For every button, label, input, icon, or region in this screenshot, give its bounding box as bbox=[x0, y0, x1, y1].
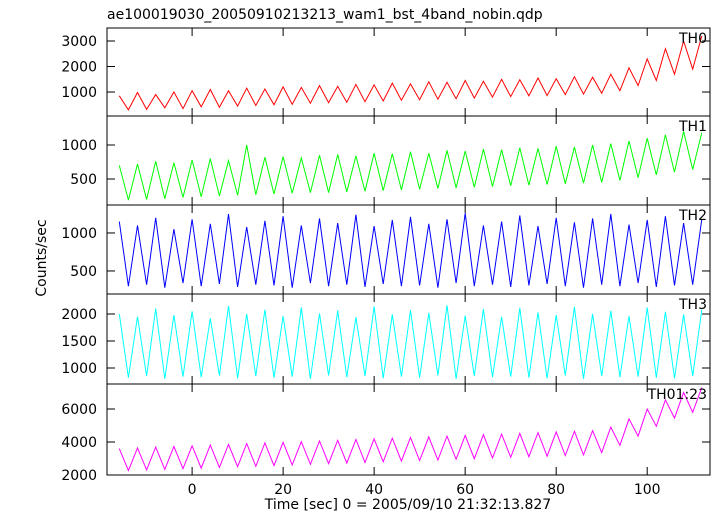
y-tick-label: 3000 bbox=[61, 34, 97, 50]
data-line bbox=[118, 131, 703, 201]
data-line bbox=[118, 35, 703, 111]
y-tick-label: 1000 bbox=[61, 85, 97, 101]
y-tick-label: 2000 bbox=[61, 468, 97, 484]
y-tick-label: 2000 bbox=[61, 60, 97, 76]
y-tick-label: 1500 bbox=[61, 334, 97, 350]
data-line bbox=[118, 387, 703, 472]
y-tick-label: 1000 bbox=[61, 138, 97, 154]
panel-label: TH2 bbox=[678, 208, 707, 224]
y-tick-label: 1000 bbox=[61, 361, 97, 377]
y-axis-label: Counts/sec bbox=[34, 219, 50, 296]
x-tick-label: 0 bbox=[188, 482, 197, 498]
x-tick-label: 60 bbox=[456, 482, 474, 498]
x-axis-label: Time [sec] 0 = 2005/09/10 21:32:13.827 bbox=[264, 497, 551, 513]
x-tick-label: 100 bbox=[634, 482, 661, 498]
panel-label: TH3 bbox=[678, 297, 707, 313]
x-tick-label: 80 bbox=[547, 482, 565, 498]
panel-label: TH01:23 bbox=[647, 387, 707, 403]
panel-label: TH0 bbox=[678, 31, 707, 47]
x-tick-label: 40 bbox=[365, 482, 383, 498]
panel-frame bbox=[106, 383, 711, 476]
y-tick-label: 500 bbox=[70, 172, 97, 188]
y-tick-label: 4000 bbox=[61, 435, 97, 451]
y-tick-label: 500 bbox=[70, 264, 97, 280]
chart-title: ae100019030_20050910213213_wam1_bst_4ban… bbox=[107, 7, 543, 23]
x-tick-label: 20 bbox=[274, 482, 292, 498]
data-line bbox=[118, 305, 703, 379]
data-line bbox=[118, 213, 703, 288]
y-tick-label: 6000 bbox=[61, 402, 97, 418]
y-tick-label: 2000 bbox=[61, 307, 97, 323]
panel-label: TH1 bbox=[678, 119, 707, 135]
y-tick-label: 1000 bbox=[61, 226, 97, 242]
